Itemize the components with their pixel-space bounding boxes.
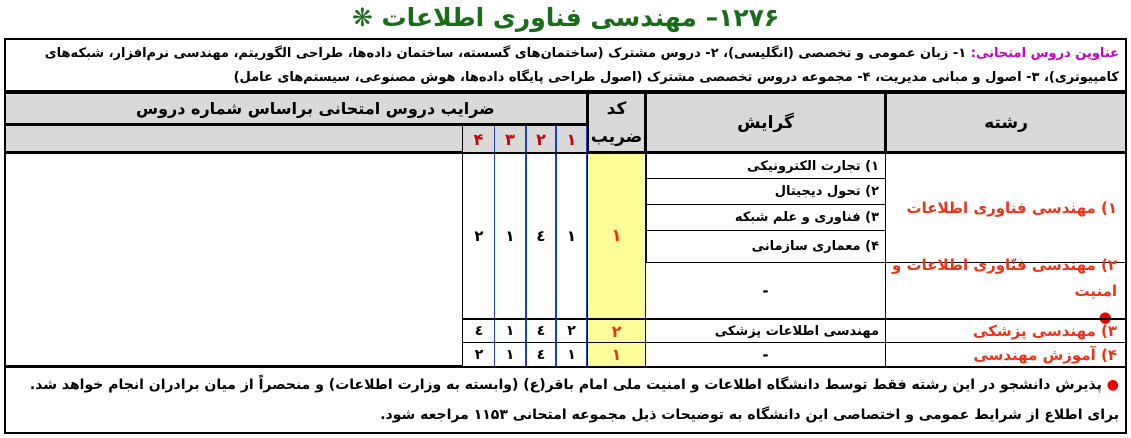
orientation-2: - [645,262,886,319]
coef-shared-3: ۱ [494,153,526,319]
orientation-3: مهندسی اطلاعات پزشکی [645,318,886,343]
coef-shared-1: ۱ [556,153,587,319]
orientation-1-4: ۴) معماری سازمانی [645,230,886,263]
coef-4-3: ۱ [494,342,526,367]
exam-topics-text: ۱- زبان عمومی و تخصصی (انگلیسی)، ۲- دروس… [44,46,1119,85]
orientation-1-1: ۱) تجارت الکترونیکی [645,153,886,179]
coef-3-3: ۱ [494,318,526,343]
coef-4-2: ٤ [526,342,556,367]
coef-code-3: ۲ [587,318,646,343]
security-marker: ● [1098,307,1112,326]
coef-code-shared: ۱ [587,153,646,319]
orientation-1-3: ۳) فناوری و علم شبکه [645,204,886,231]
orientation-4: - [645,342,886,367]
coef-4-4: ۲ [462,342,495,367]
course-number-2: ۲ [526,126,556,152]
coef-4-1: ۱ [556,342,587,367]
header-field: رشته [885,92,1127,153]
header-coef-title: ضرایب دروس امتحانی براساس شماره دروس [4,92,588,125]
coef-3-1: ۲ [556,318,587,343]
field-4: ۴) آموزش مهندسی [885,342,1127,367]
course-number-4: ۴ [462,126,494,152]
exam-topics: عناوین دروس امتحانی: ۱- زبان عمومی و تخص… [4,38,1127,92]
field-2: ۲) مهندسی فنّاوری اطلاعات و امنیت ● [885,256,1127,326]
coef-code-4: ۱ [587,342,646,367]
coef-3-2: ٤ [526,318,556,343]
footnote-marker: ● [1106,377,1119,393]
header-coef-code: کد ضریب [587,92,646,153]
course-number-3: ۳ [494,126,526,152]
coef-shared-2: ٤ [526,153,556,319]
coef-shared-4: ۲ [462,153,495,319]
footnote: ● پذیرش دانشجو در این رشته فقط توسط دانش… [4,366,1127,434]
course-number-1: ۱ [556,126,587,152]
footnote-text: پذیرش دانشجو در این رشته فقط توسط دانشگا… [29,377,1119,423]
exam-topics-label: عناوین دروس امتحانی: [970,46,1119,61]
field-1: ۱) مهندسی فناوری اطلاعات [885,153,1127,263]
header-orientation: گرایش [645,92,886,153]
page-title: ۱۲۷۶– مهندسی فناوری اطلاعات ❋ [351,3,780,32]
orientation-1-2: ۲) تحول دیجیتال [645,178,886,205]
field-3: ۳) مهندسی پزشکی [885,318,1127,343]
field-2-label: ۲) مهندسی فنّاوری اطلاعات و امنیت [891,255,1117,300]
coef-3-4: ٤ [462,318,495,343]
empty-area [4,153,463,366]
